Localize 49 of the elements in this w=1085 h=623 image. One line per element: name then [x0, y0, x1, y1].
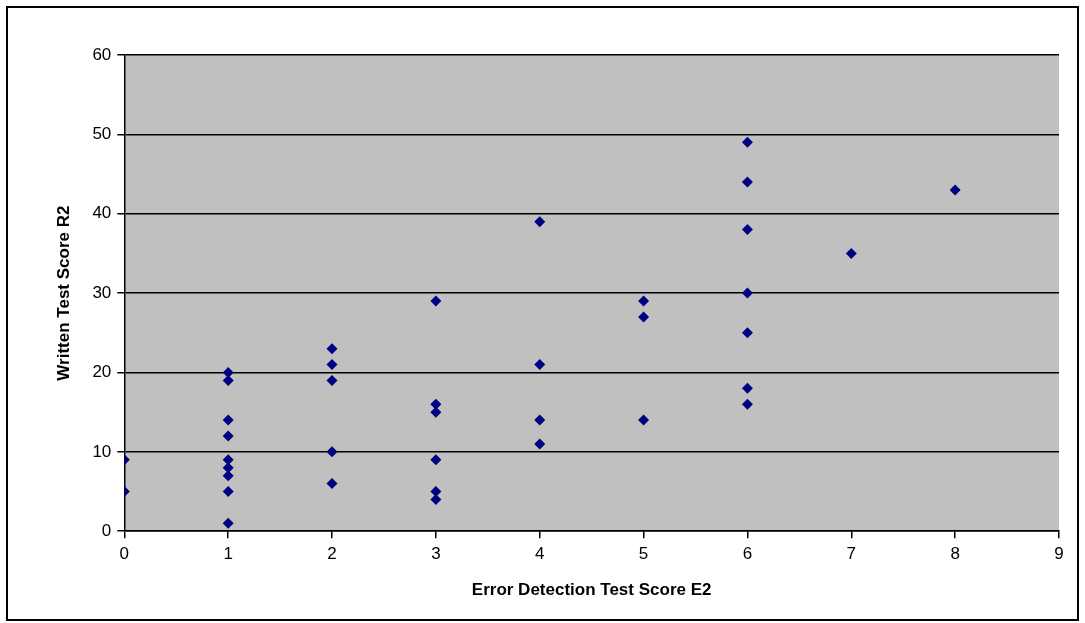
point	[222, 486, 234, 498]
x-tick-label: 7	[846, 544, 857, 564]
point	[222, 430, 234, 442]
point	[638, 311, 650, 323]
point	[326, 343, 338, 355]
point	[741, 327, 753, 339]
point	[534, 216, 546, 228]
x-tick-label: 3	[431, 544, 441, 564]
point	[741, 287, 753, 299]
y-tick-label: 0	[101, 520, 112, 540]
point	[430, 398, 442, 410]
y-tick-label: 60	[92, 44, 112, 64]
y-tick-label: 50	[92, 124, 112, 144]
point	[741, 136, 753, 148]
x-tick-label: 2	[327, 544, 337, 564]
y-tick-label: 30	[92, 282, 112, 302]
x-tick-label: 9	[1054, 544, 1064, 564]
point	[430, 295, 442, 307]
x-tick-label: 8	[950, 544, 960, 564]
point	[326, 478, 338, 490]
x-tick-label: 5	[638, 544, 649, 564]
point	[430, 454, 442, 466]
point	[845, 247, 857, 259]
point	[741, 224, 753, 236]
y-tick-label: 40	[92, 203, 112, 223]
y-tick-label: 20	[92, 362, 112, 382]
point	[534, 438, 546, 450]
point	[222, 470, 234, 482]
x-axis-title: Error Detection Test Score E2	[471, 580, 712, 600]
point	[741, 382, 753, 394]
point	[638, 414, 650, 426]
point	[534, 359, 546, 371]
x-tick-label: 0	[119, 544, 130, 564]
point	[534, 414, 546, 426]
x-tick-label: 1	[223, 544, 233, 564]
point	[326, 374, 338, 386]
point	[326, 359, 338, 371]
point	[638, 295, 650, 307]
point	[222, 366, 234, 378]
point	[222, 414, 234, 426]
point	[326, 446, 338, 458]
y-tick-label: 10	[92, 441, 112, 461]
point	[741, 176, 753, 188]
point	[949, 184, 961, 196]
point	[222, 517, 234, 529]
y-axis-title: Written Test Score R2	[53, 205, 73, 381]
point	[741, 398, 753, 410]
x-tick-label: 4	[534, 544, 545, 564]
x-tick-label: 6	[742, 544, 753, 564]
